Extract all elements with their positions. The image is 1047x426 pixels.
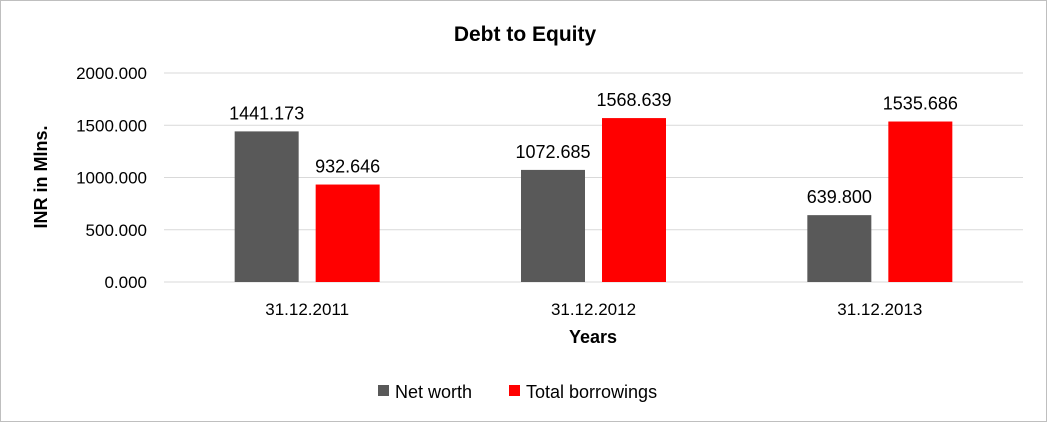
y-tick-label: 1500.000	[76, 116, 147, 135]
x-tick-label: 31.12.2013	[837, 300, 922, 319]
bar	[807, 215, 872, 282]
x-tick-label: 31.12.2012	[551, 300, 636, 319]
bar	[315, 184, 380, 282]
y-tick-label: 0.000	[104, 273, 147, 292]
data-label: 932.646	[315, 157, 380, 177]
data-label: 1535.686	[883, 94, 958, 114]
y-tick-label: 500.000	[86, 221, 147, 240]
legend: Net worth Total borrowings	[378, 382, 657, 402]
x-axis-ticks: 31.12.2011 31.12.2012 31.12.2013	[265, 300, 922, 319]
bar	[521, 169, 585, 282]
data-label: 639.800	[807, 187, 872, 207]
bars: 1441.173 932.646 1072.685 1568.639 639.800 15…	[229, 90, 958, 282]
bar	[234, 131, 299, 282]
bar	[602, 118, 666, 282]
legend-swatch	[378, 385, 389, 396]
legend-label: Total borrowings	[526, 382, 657, 402]
data-label: 1568.639	[596, 90, 671, 110]
bar	[888, 121, 953, 282]
chart-title: Debt to Equity	[454, 23, 597, 46]
y-tick-label: 1000.000	[76, 169, 147, 188]
y-tick-label: 2000.000	[76, 64, 147, 83]
y-axis-label: INR in Mlns.	[31, 126, 51, 229]
data-label: 1072.685	[515, 142, 590, 162]
x-tick-label: 31.12.2011	[265, 300, 349, 319]
gridlines	[164, 72, 1023, 283]
y-axis-ticks: 0.000 500.000 1000.000 1500.000 2000.000	[76, 64, 147, 292]
legend-label: Net worth	[395, 382, 472, 402]
x-axis-label: Years	[569, 327, 617, 347]
legend-swatch	[509, 385, 520, 396]
data-label: 1441.173	[229, 103, 304, 123]
